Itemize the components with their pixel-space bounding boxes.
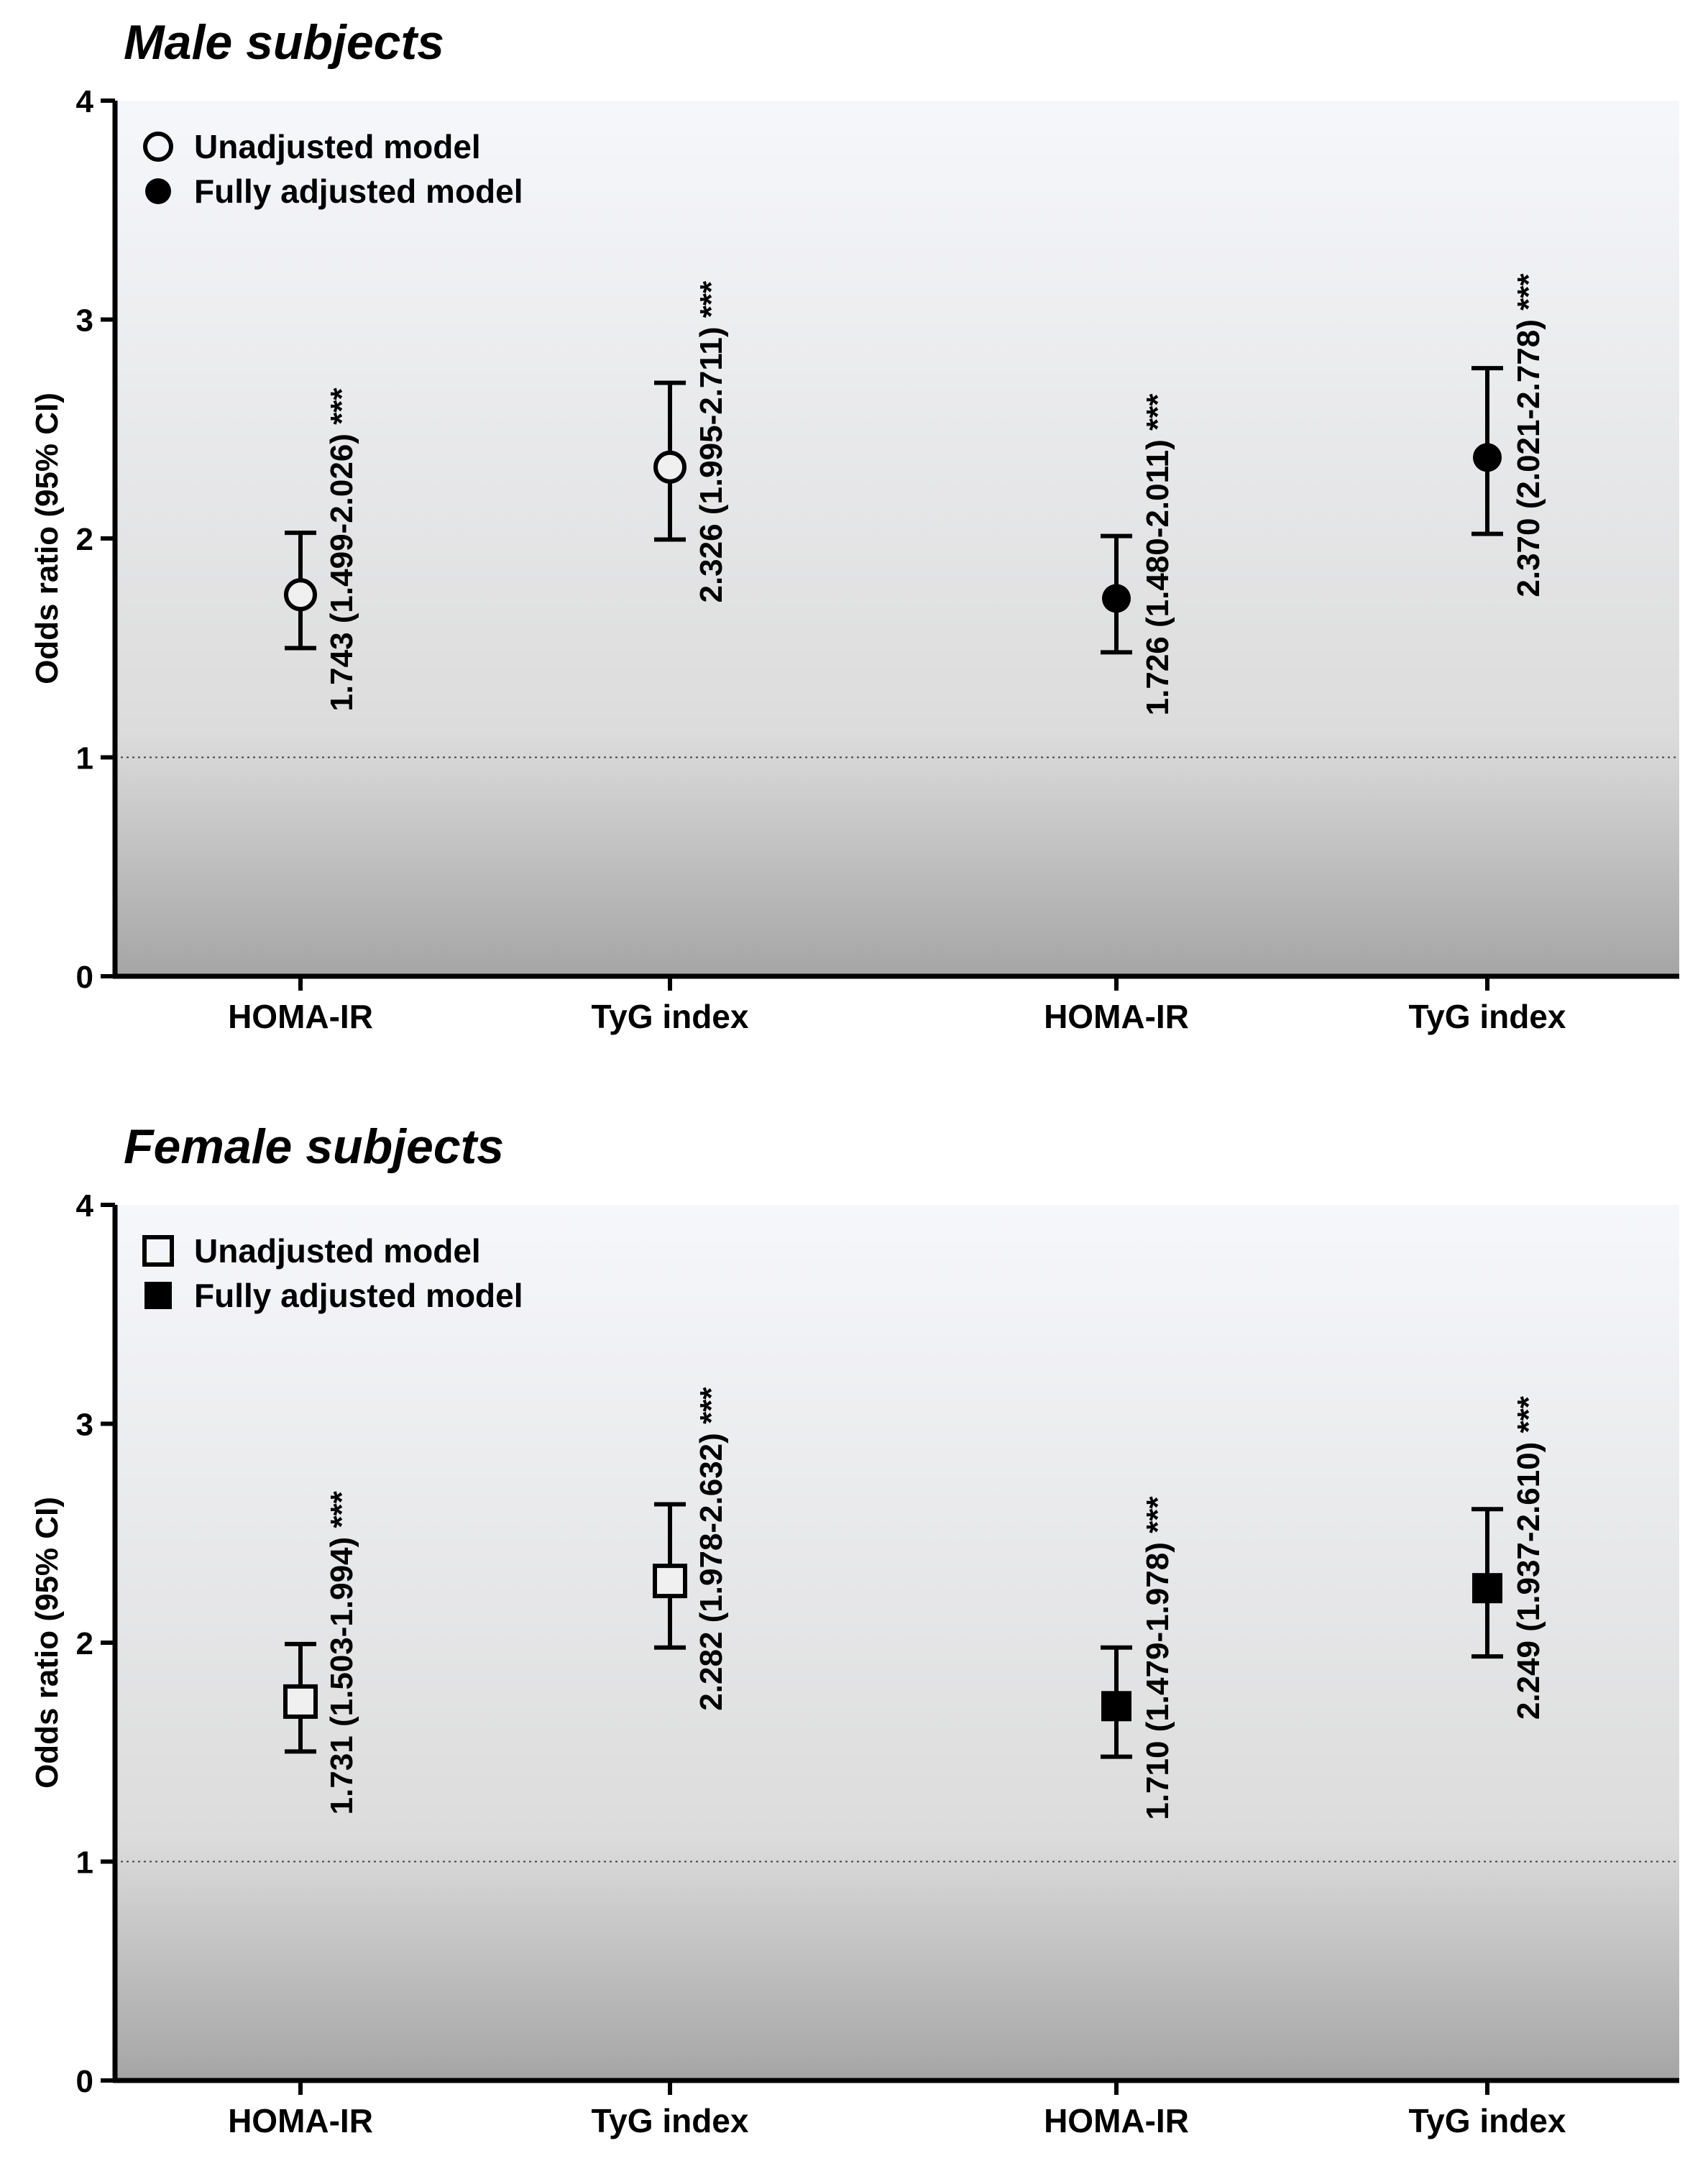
legend-marker [143, 132, 173, 162]
y-tick-label: 3 [76, 1408, 93, 1443]
data-label: 2.249 (1.937-2.610) *** [1511, 1395, 1546, 1720]
y-tick-label: 0 [76, 2064, 93, 2099]
x-tick-label: TyG index [1409, 2102, 1566, 2139]
data-label: 1.731 (1.503-1.994) *** [324, 1490, 359, 1814]
data-point: 1.743 (1.499-2.026) *** [284, 387, 359, 712]
marker-open-circle [653, 450, 687, 484]
y-tick-label: 4 [76, 1188, 94, 1224]
x-tick-label: HOMA-IR [228, 2102, 373, 2139]
data-point: 1.710 (1.479-1.978) *** [1101, 1496, 1175, 1820]
chart-title: Male subjects [124, 15, 444, 70]
data-point: 1.731 (1.503-1.994) *** [283, 1490, 359, 1814]
marker-filled-circle [1102, 584, 1131, 613]
legend-label: Unadjusted model [194, 1232, 481, 1270]
y-tick-label: 2 [76, 1626, 93, 1661]
legend-label: Fully adjusted model [194, 1277, 523, 1314]
legend-marker [142, 1235, 174, 1267]
marker-filled-square [1101, 1691, 1131, 1722]
data-point: 2.282 (1.978-2.632) *** [653, 1387, 729, 1711]
data-point: 2.326 (1.995-2.711) *** [653, 280, 729, 603]
data-point: 1.726 (1.480-2.011) *** [1101, 393, 1175, 716]
x-tick-label: HOMA-IR [228, 998, 373, 1035]
data-label: 1.743 (1.499-2.026) *** [324, 387, 359, 712]
legend-marker [145, 178, 171, 204]
marker-open-square [283, 1684, 318, 1719]
marker-open-square [653, 1564, 687, 1599]
data-label: 2.370 (2.021-2.778) *** [1511, 273, 1546, 597]
data-label: 1.726 (1.480-2.011) *** [1140, 393, 1175, 716]
data-point: 2.249 (1.937-2.610) *** [1471, 1395, 1546, 1720]
y-tick-label: 1 [76, 741, 93, 776]
x-tick-label: HOMA-IR [1044, 2102, 1189, 2139]
plot-area [115, 1205, 1679, 2080]
data-label: 2.282 (1.978-2.632) *** [694, 1387, 729, 1711]
y-tick-label: 3 [76, 303, 93, 339]
y-tick-label: 1 [76, 1845, 93, 1881]
chart-panel-female: Female subjects 0 1 2 3 4 Odds ratio (95% CI) H… [29, 1119, 1679, 2139]
marker-open-circle [284, 578, 317, 612]
data-point: 2.370 (2.021-2.778) *** [1471, 273, 1546, 597]
legend-marker [144, 1282, 172, 1309]
marker-filled-circle [1473, 443, 1502, 472]
y-tick-label: 2 [76, 522, 93, 557]
y-axis-label: Odds ratio (95% CI) [29, 393, 65, 684]
data-label: 2.326 (1.995-2.711) *** [694, 280, 729, 603]
legend-label: Fully adjusted model [194, 173, 523, 210]
x-tick-label: HOMA-IR [1044, 998, 1189, 1035]
chart-panel-male: Male subjects 0 1 2 3 4 Odds ratio (95% CI) HOM… [29, 15, 1679, 1035]
marker-filled-square [1472, 1573, 1502, 1604]
plot-area [115, 101, 1679, 976]
y-axis-label: Odds ratio (95% CI) [29, 1497, 65, 1789]
x-tick-label: TyG index [1409, 998, 1566, 1035]
y-tick-label: 0 [76, 960, 93, 995]
x-tick-label: TyG index [592, 998, 749, 1035]
chart-title: Female subjects [124, 1119, 504, 1174]
x-tick-label: TyG index [592, 2102, 749, 2139]
y-tick-label: 4 [76, 84, 94, 119]
legend-label: Unadjusted model [194, 128, 481, 165]
data-label: 1.710 (1.479-1.978) *** [1140, 1496, 1175, 1820]
